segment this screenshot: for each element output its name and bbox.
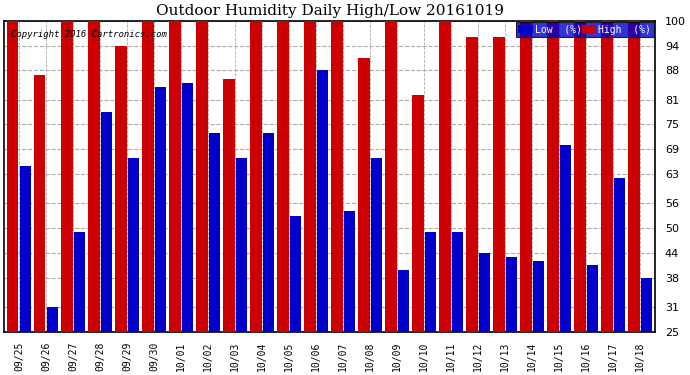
Bar xyxy=(413,95,424,332)
Bar xyxy=(614,178,625,332)
Bar xyxy=(196,21,208,332)
Bar xyxy=(290,216,301,332)
Bar xyxy=(61,21,72,332)
Bar xyxy=(425,232,436,332)
Bar xyxy=(371,158,382,332)
Bar xyxy=(586,266,598,332)
Bar xyxy=(34,75,46,332)
Bar xyxy=(169,21,181,332)
Bar xyxy=(46,307,58,332)
Bar xyxy=(520,21,532,332)
Bar xyxy=(479,253,490,332)
Bar xyxy=(181,83,193,332)
Bar xyxy=(331,21,343,332)
Bar xyxy=(574,21,586,332)
Bar xyxy=(358,58,370,332)
Bar xyxy=(493,37,504,332)
Bar xyxy=(560,145,571,332)
Bar xyxy=(317,70,328,332)
Bar xyxy=(506,257,517,332)
Bar xyxy=(115,46,126,332)
Bar xyxy=(19,166,31,332)
Bar xyxy=(208,133,220,332)
Bar xyxy=(236,158,247,332)
Bar xyxy=(224,79,235,332)
Bar xyxy=(277,21,288,332)
Bar xyxy=(7,21,19,332)
Bar xyxy=(385,21,397,332)
Bar xyxy=(304,21,315,332)
Bar xyxy=(602,21,613,332)
Title: Outdoor Humidity Daily High/Low 20161019: Outdoor Humidity Daily High/Low 20161019 xyxy=(156,4,504,18)
Bar xyxy=(397,270,409,332)
Bar xyxy=(101,112,112,332)
Legend: Low  (%), High  (%): Low (%), High (%) xyxy=(516,22,653,37)
Bar xyxy=(155,87,166,332)
Bar xyxy=(641,278,652,332)
Bar xyxy=(263,133,274,332)
Bar xyxy=(452,232,463,332)
Bar xyxy=(547,21,559,332)
Bar xyxy=(74,232,85,332)
Bar xyxy=(440,21,451,332)
Bar xyxy=(533,261,544,332)
Bar xyxy=(466,37,477,332)
Bar xyxy=(128,158,139,332)
Text: Copyright 2016 Cartronics.com: Copyright 2016 Cartronics.com xyxy=(10,30,166,39)
Bar xyxy=(142,21,154,332)
Bar xyxy=(88,21,99,332)
Bar xyxy=(344,211,355,332)
Bar xyxy=(629,21,640,332)
Bar xyxy=(250,21,262,332)
